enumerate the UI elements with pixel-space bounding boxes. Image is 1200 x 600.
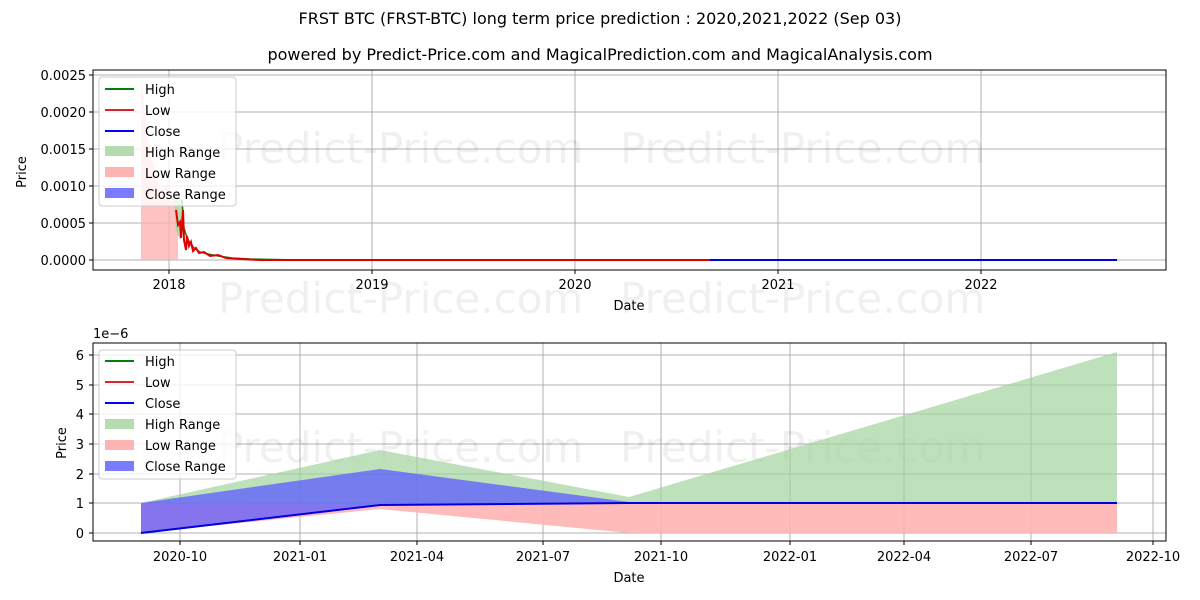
legend-high-range-swatch xyxy=(105,146,134,156)
y-tick-label: 0.0025 xyxy=(41,69,87,84)
legend-label: Low xyxy=(145,104,171,119)
y-tick-label: 0.0000 xyxy=(41,254,87,269)
x-tick-label: 2022-10 xyxy=(1126,550,1180,565)
top-x-tick-labels: 2018 2019 2020 2021 2022 xyxy=(152,278,997,293)
bottom-x-ticks xyxy=(179,541,1154,545)
x-tick-label: 2018 xyxy=(152,278,185,293)
legend-low-range-swatch xyxy=(105,167,134,177)
legend-label: Low Range xyxy=(145,167,216,182)
y-scale-label: 1e−6 xyxy=(93,327,128,342)
y-tick-label: 0.0010 xyxy=(41,180,87,195)
y-tick-label: 0 xyxy=(76,527,84,542)
legend-label: Close Range xyxy=(145,188,226,203)
top-y-ticks xyxy=(89,74,93,261)
bottom-y-ticks xyxy=(89,354,93,534)
x-tick-label: 2021-07 xyxy=(516,550,570,565)
high-range-area xyxy=(141,352,1117,505)
x-tick-label: 2021 xyxy=(761,278,794,293)
x-tick-label: 2019 xyxy=(355,278,388,293)
x-tick-label: 2022-07 xyxy=(1004,550,1058,565)
x-tick-label: 2021-04 xyxy=(390,550,444,565)
x-tick-label: 2022-04 xyxy=(877,550,931,565)
bottom-legend: High Low Close High Range Low Range Clos… xyxy=(98,349,237,480)
legend-label: Low Range xyxy=(145,439,216,454)
legend-label: Low xyxy=(145,376,171,391)
low-range-area xyxy=(141,77,178,260)
chart-subtitle: powered by Predict-Price.com and Magical… xyxy=(267,45,933,64)
top-axes-frame xyxy=(92,69,1167,271)
y-tick-label: 6 xyxy=(76,349,84,364)
legend-label: High Range xyxy=(145,418,220,433)
top-x-ticks xyxy=(168,270,982,274)
y-tick-label: 0.0020 xyxy=(41,106,87,121)
watermark: Predict-Price.com xyxy=(620,124,985,173)
legend-label: High Range xyxy=(145,146,220,161)
watermark: Predict-Price.com xyxy=(218,274,583,323)
legend-close-range-swatch xyxy=(105,461,134,471)
y-tick-label: 5 xyxy=(76,379,84,394)
top-y-tick-labels: 0.0025 0.0020 0.0015 0.0010 0.0005 0.000… xyxy=(41,69,87,269)
y-tick-label: 4 xyxy=(76,408,84,423)
bottom-x-tick-labels: 2020-10 2021-01 2021-04 2021-07 2021-10 … xyxy=(153,550,1180,565)
top-chart: Predict-Price.com Predict-Price.com 0.00… xyxy=(15,69,1167,323)
close-line xyxy=(140,502,1117,534)
legend-high-range-swatch xyxy=(105,419,134,429)
legend-label: High xyxy=(145,355,175,370)
legend-label: Close xyxy=(145,125,180,140)
y-tick-label: 1 xyxy=(76,497,84,512)
x-tick-label: 2020 xyxy=(558,278,591,293)
watermark: Predict-Price.com xyxy=(218,124,583,173)
x-tick-label: 2022-01 xyxy=(763,550,817,565)
close-range-area xyxy=(141,469,1117,533)
top-legend: High Low Close High Range Low Range Clos… xyxy=(98,76,237,207)
bottom-chart: Predict-Price.com Predict-Price.com 6 5 … xyxy=(55,327,1180,586)
x-tick-label: 2020-10 xyxy=(153,550,207,565)
bottom-y-tick-labels: 6 5 4 3 2 1 0 xyxy=(76,349,84,542)
y-tick-label: 0.0005 xyxy=(41,217,87,232)
x-axis-label: Date xyxy=(613,571,644,586)
legend-label: High xyxy=(145,83,175,98)
low-range-area xyxy=(141,503,1117,533)
bottom-axes-frame xyxy=(92,342,1167,542)
legend-low-range-swatch xyxy=(105,440,134,450)
x-tick-label: 2021-10 xyxy=(634,550,688,565)
y-axis-label: Price xyxy=(55,427,70,459)
y-tick-label: 2 xyxy=(76,468,84,483)
x-tick-label: 2022 xyxy=(964,278,997,293)
legend-close-range-swatch xyxy=(105,188,134,198)
chart-title: FRST BTC (FRST-BTC) long term price pred… xyxy=(298,9,902,28)
x-tick-label: 2021-01 xyxy=(273,550,327,565)
legend-label: Close xyxy=(145,397,180,412)
low-line xyxy=(175,209,710,261)
y-tick-label: 3 xyxy=(76,438,84,453)
high-line xyxy=(181,199,700,261)
watermark: Predict-Price.com xyxy=(620,274,985,323)
y-tick-label: 0.0015 xyxy=(41,143,87,158)
legend-label: Close Range xyxy=(145,460,226,475)
y-axis-label: Price xyxy=(15,156,30,188)
x-axis-label: Date xyxy=(613,299,644,314)
